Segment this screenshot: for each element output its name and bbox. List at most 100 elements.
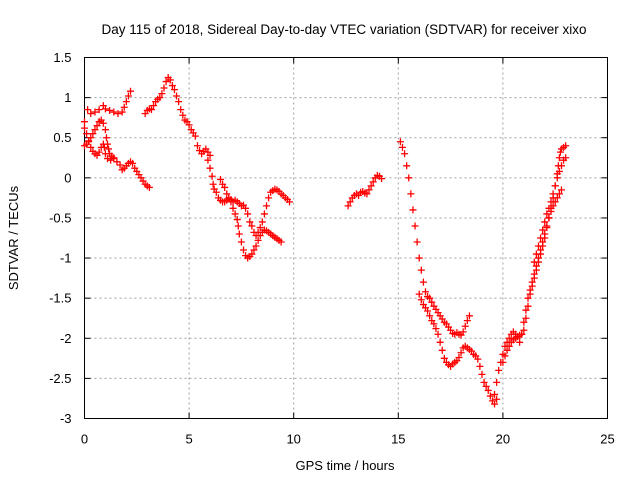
data-point	[520, 326, 528, 334]
data-point	[223, 190, 231, 198]
data-point	[438, 346, 446, 354]
data-point	[486, 392, 494, 400]
data-point	[407, 190, 415, 198]
data-point	[168, 82, 176, 90]
data-point	[248, 250, 256, 258]
data-point	[95, 106, 103, 114]
data-point	[344, 202, 352, 210]
data-point	[193, 142, 201, 150]
data-point	[524, 302, 532, 310]
data-point	[179, 111, 187, 119]
data-point	[503, 346, 511, 354]
data-point	[532, 266, 540, 274]
data-point	[101, 105, 109, 113]
data-point	[95, 148, 103, 156]
x-tick-label: 0	[81, 432, 88, 447]
data-point	[87, 110, 95, 118]
data-point	[554, 162, 562, 170]
data-point	[501, 352, 509, 360]
data-point	[562, 142, 570, 150]
data-point	[260, 210, 268, 218]
x-tick-label: 15	[391, 432, 405, 447]
data-point	[129, 159, 137, 167]
data-point	[83, 130, 91, 138]
y-axis-label: SDTVAR / TECUs	[6, 185, 21, 290]
data-point	[346, 198, 354, 206]
data-point	[543, 210, 551, 218]
series-4	[141, 74, 214, 159]
data-point	[530, 258, 538, 266]
y-tick-label: -3	[60, 411, 72, 426]
data-point	[113, 158, 121, 166]
data-point	[244, 210, 252, 218]
data-point	[493, 378, 501, 386]
data-point	[482, 382, 490, 390]
y-tick-label: -0.5	[49, 210, 71, 225]
ticks	[84, 57, 608, 419]
data-point	[541, 218, 549, 226]
data-point	[104, 140, 112, 148]
data-point	[396, 138, 404, 146]
data-point	[145, 183, 153, 191]
data-point	[204, 156, 212, 164]
data-point	[254, 236, 262, 244]
data-point	[556, 148, 564, 156]
data-point	[411, 222, 419, 230]
data-point	[528, 282, 536, 290]
data-point	[87, 143, 95, 151]
data-point	[421, 288, 429, 296]
data-point	[177, 106, 185, 114]
data-point	[547, 198, 555, 206]
data-point	[505, 342, 513, 350]
data-point	[532, 250, 540, 258]
data-point	[208, 172, 216, 180]
data-point	[101, 126, 109, 134]
data-point	[250, 246, 258, 254]
data-point	[403, 162, 411, 170]
data-point	[543, 224, 551, 232]
data-point	[100, 143, 108, 151]
series-10	[491, 186, 565, 398]
data-point	[484, 386, 492, 394]
y-tick-label: 1	[64, 90, 71, 105]
data-point	[89, 130, 97, 138]
grid	[84, 57, 608, 419]
data-point	[495, 366, 503, 374]
data-point	[212, 188, 220, 196]
y-tick-label: 0.5	[53, 130, 71, 145]
y-tick-label: -1.5	[49, 291, 71, 306]
series-7	[344, 171, 386, 210]
data-point	[277, 238, 285, 246]
data-point	[557, 186, 565, 194]
data-point	[110, 108, 118, 116]
data-point	[120, 103, 128, 111]
data-point	[221, 183, 229, 191]
data-point	[549, 190, 557, 198]
y-tick-label: 0	[64, 170, 71, 185]
data-point	[102, 134, 110, 142]
data-point	[122, 98, 130, 106]
data-point	[147, 106, 155, 114]
data-point	[516, 338, 524, 346]
data-point	[537, 234, 545, 242]
x-tick-label: 5	[185, 432, 192, 447]
data-point	[242, 204, 250, 212]
series-12	[530, 142, 570, 266]
data-point	[175, 98, 183, 106]
series-9	[415, 290, 501, 408]
plot-frame	[84, 57, 608, 419]
data-point	[229, 204, 237, 212]
data-point	[367, 182, 375, 190]
data-point	[499, 358, 507, 366]
data-point	[436, 338, 444, 346]
data-point	[474, 355, 482, 363]
data-point	[491, 390, 499, 398]
data-point	[127, 87, 135, 95]
data-point	[209, 180, 217, 188]
data-point	[256, 224, 264, 232]
data-point	[526, 290, 534, 298]
data-point	[233, 216, 241, 224]
data-point	[430, 320, 438, 328]
data-point	[405, 174, 413, 182]
data-point	[463, 317, 471, 325]
